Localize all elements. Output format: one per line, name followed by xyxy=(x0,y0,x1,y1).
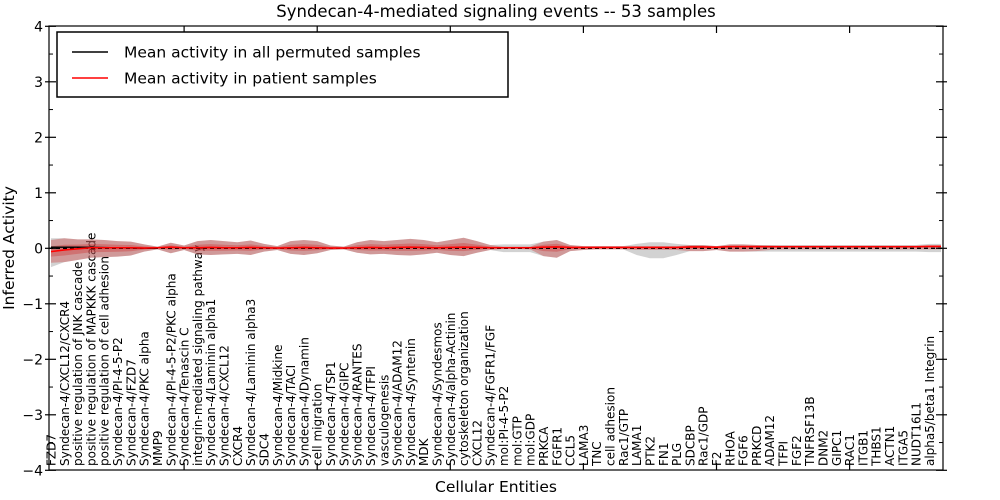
x-tick-label: FZD7 xyxy=(45,434,59,466)
x-tick-label: integrin-mediated signaling pathway xyxy=(191,245,205,466)
x-tick-label: mol:GDP xyxy=(524,414,538,466)
x-tick-label: ITGA5 xyxy=(896,430,910,466)
x-tick-label: TFPI xyxy=(777,441,791,467)
x-tick-label: Syndecan-4/Syntenin xyxy=(404,338,418,466)
x-category-labels: FZD7 Syndecan-4/CXCL12/CXCR4 positive regu… xyxy=(45,233,937,467)
x-tick-label: F2 xyxy=(710,451,724,466)
x-tick-label: Syndecan-4/PI-4-5-P2 xyxy=(111,337,125,466)
x-tick-label: PRKCA xyxy=(537,426,551,466)
x-tick-label: Syndecan-4/GIPC xyxy=(337,363,351,466)
x-tick-label: CXCL12 xyxy=(470,420,484,466)
patient-std-inner-band xyxy=(51,242,941,257)
x-tick-label: Syndecan-4/Midkine xyxy=(271,345,285,466)
x-tick-label: Syndecan-4/alpha-Actinin xyxy=(444,313,458,466)
y-tick-label: 3 xyxy=(34,75,43,91)
x-tick-label: MMP9 xyxy=(151,430,165,466)
legend-label-permuted: Mean activity in all permuted samples xyxy=(124,44,421,62)
x-tick-label: Syndecan-4/TSP1 xyxy=(324,361,338,466)
x-tick-label: positive regulation of cell adhesion xyxy=(98,256,112,466)
x-tick-label: FGF2 xyxy=(790,435,804,466)
x-tick-label: cytoskeleton organization xyxy=(457,311,471,466)
x-axis-label: Cellular Entities xyxy=(435,478,557,496)
x-tick-label: positive regulation of JNK cascade xyxy=(71,262,85,466)
x-tick-label: mol:GTP xyxy=(510,416,524,466)
x-tick-label: Syndecan-4/PKC alpha xyxy=(138,331,152,466)
y-tick-label: −2 xyxy=(22,352,43,368)
x-tick-label: Rac1/GDP xyxy=(697,407,711,466)
x-tick-label: Syndecan-4/RANTES xyxy=(351,344,365,466)
std-bands xyxy=(51,237,941,268)
x-tick-label: ITGB1 xyxy=(856,430,870,466)
y-tick-label: 4 xyxy=(34,19,43,35)
x-tick-label: Syndecan-4/CXCL12 xyxy=(218,345,232,466)
x-tick-label: Syndecan-4/FGFR1/FGF xyxy=(484,325,498,466)
x-tick-label: RAC1 xyxy=(843,434,857,466)
permuted-samples-std-band xyxy=(51,237,941,268)
x-tick-label: CCL5 xyxy=(564,435,578,466)
x-tick-label: positive regulation of MAPKKK cascade xyxy=(84,233,98,466)
mean-lines xyxy=(49,245,943,253)
x-tick-label: ADAM12 xyxy=(763,415,777,466)
x-tick-label: Syndecan-4/CXCL12/CXCR4 xyxy=(58,301,72,466)
x-tick-label: FGF6 xyxy=(737,435,751,466)
x-tick-label: cell adhesion xyxy=(604,387,618,466)
x-tick-label: SDC4 xyxy=(257,433,271,466)
x-tick-label: Syndecan-4/TFPI xyxy=(364,366,378,466)
x-tick-label: mol:PI-4-5-P2 xyxy=(497,386,511,466)
x-tick-label: CXCR4 xyxy=(231,426,245,466)
y-tick-label: 0 xyxy=(34,241,43,257)
axis-ticks xyxy=(45,25,947,471)
chart-title: Syndecan-4-mediated signaling events -- … xyxy=(276,2,715,21)
x-tick-label: TNFRSF13B xyxy=(803,396,817,467)
patient-mean-line xyxy=(50,245,941,253)
x-tick-label: LAMA3 xyxy=(577,425,591,466)
x-tick-label: MDK xyxy=(417,437,431,466)
x-tick-label: LAMA1 xyxy=(630,425,644,466)
y-axis-label: Inferred Activity xyxy=(0,186,18,310)
x-tick-label: PLG xyxy=(670,443,684,466)
x-tick-label: THBS1 xyxy=(870,426,884,467)
x-tick-label: Rac1/GTP xyxy=(617,409,631,466)
x-tick-label: PRKCD xyxy=(750,426,764,466)
y-tick-label: −1 xyxy=(22,297,43,313)
legend-label-patient: Mean activity in patient samples xyxy=(124,70,377,88)
y-tick-label: 1 xyxy=(34,186,43,202)
x-tick-label: Syndecan-4/FZD7 xyxy=(124,359,138,466)
x-tick-label: DNM2 xyxy=(816,430,830,466)
x-tick-label: Syndecan-4/TACI xyxy=(284,365,298,466)
x-tick-label: TNC xyxy=(590,441,604,467)
x-tick-label: RHOA xyxy=(723,430,737,466)
y-tick-label: −3 xyxy=(22,408,43,424)
x-tick-label: GIPC1 xyxy=(830,430,844,466)
x-tick-label: PTK2 xyxy=(643,436,657,466)
y-tick-label: −4 xyxy=(22,463,43,479)
patient-samples-std-band xyxy=(51,237,941,263)
x-tick-label: Syndecan-4/ADAM12 xyxy=(391,340,405,466)
x-tick-label: ACTN1 xyxy=(883,426,897,466)
x-tick-label: FGFR1 xyxy=(550,427,564,466)
legend-box xyxy=(56,31,509,98)
x-tick-label: NUDT16L1 xyxy=(910,402,924,466)
x-tick-label: Syndecan-4/Tenascin C xyxy=(178,327,192,466)
x-tick-label: Syndecan-4/Laminin alpha1 xyxy=(204,299,218,466)
legend: Mean activity in all permuted samples Me… xyxy=(56,31,509,98)
x-tick-label: Syndecan-4/Laminin alpha3 xyxy=(244,299,258,466)
x-tick-label: Syndecan-4/PI-4-5-P2/PKC alpha xyxy=(164,273,178,466)
x-tick-label: SDCBP xyxy=(683,425,697,466)
y-tick-labels: 4 3 2 1 0 −1 −2 −3 −4 xyxy=(22,19,43,479)
x-tick-label: FN1 xyxy=(657,442,671,466)
x-tick-label: cell migration xyxy=(311,384,325,466)
y-tick-label: 2 xyxy=(34,130,43,146)
x-tick-label: Syndecan-4/Syndesmos xyxy=(430,322,444,466)
x-tick-label: Syndecan-4/Dynamin xyxy=(297,337,311,466)
x-tick-label: vasculogenesis xyxy=(377,375,391,466)
x-tick-label: alpha5/beta1 Integrin xyxy=(923,336,937,466)
